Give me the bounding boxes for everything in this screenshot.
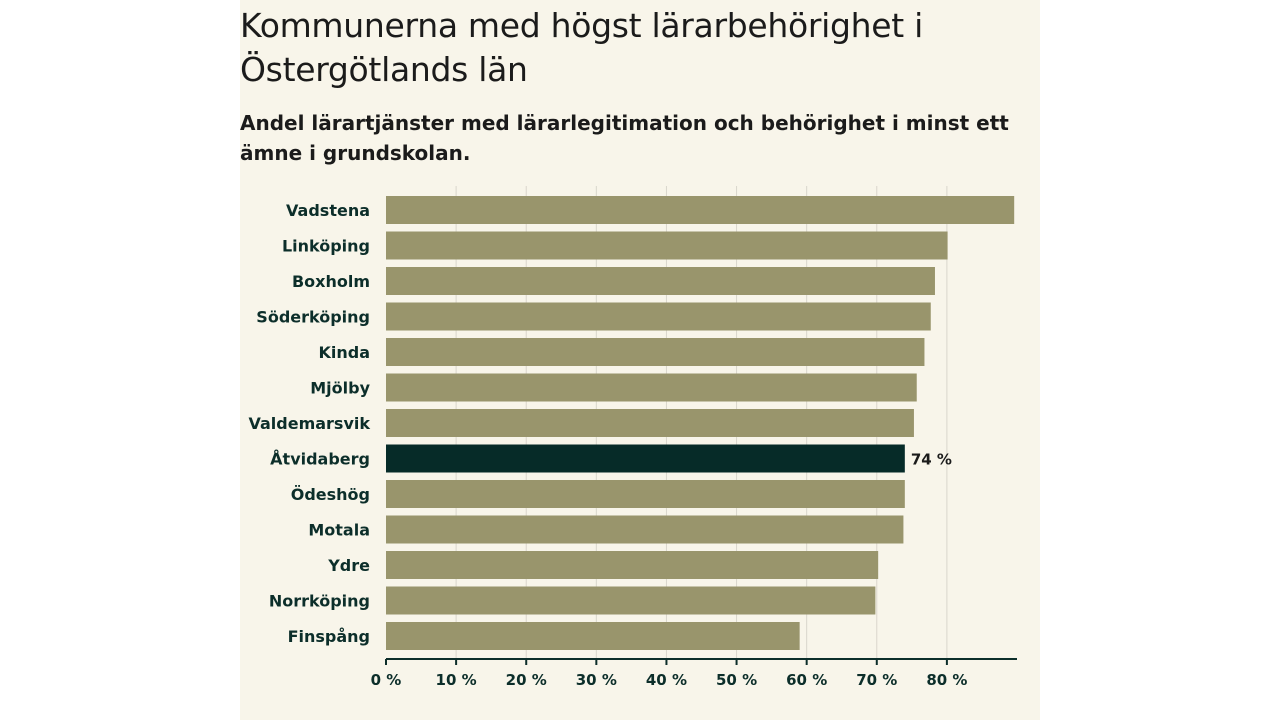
bar: [386, 302, 931, 331]
category-label: Valdemarsvik: [248, 414, 370, 433]
category-label: Norrköping: [269, 592, 370, 611]
bar: [386, 515, 904, 544]
category-label: Motala: [308, 521, 370, 540]
bar-chart: Vadstena Linköping Boxholm Söderköping Kinda…: [248, 186, 1017, 689]
category-label: Linköping: [282, 237, 370, 256]
bar: [386, 196, 1015, 224]
category-label: Åtvidaberg: [270, 450, 370, 469]
chart-subtitle: Andel lärartjänster med lärarlegitimatio…: [240, 111, 1009, 165]
x-tick-label: 0 %: [371, 671, 402, 689]
chart-title: Kommunerna med högst lärarbehörighet i Ö…: [240, 6, 923, 89]
category-label: Mjölby: [310, 379, 370, 398]
data-label: 74 %: [911, 451, 952, 469]
x-tick-label: 40 %: [646, 671, 687, 689]
x-tick-label: 70 %: [856, 671, 897, 689]
x-tick-label: 10 %: [436, 671, 477, 689]
bar: [386, 373, 917, 402]
x-tick-label: 60 %: [786, 671, 827, 689]
category-label: Ydre: [327, 556, 370, 575]
category-label: Söderköping: [256, 308, 370, 327]
bar: [386, 338, 925, 366]
bar: [386, 409, 914, 437]
x-tick-label: 50 %: [716, 671, 757, 689]
chart-card: Kommunerna med högst lärarbehörighet i Ö…: [240, 0, 1040, 720]
bar-highlighted: [386, 444, 905, 473]
category-label: Vadstena: [286, 201, 370, 220]
bar: [386, 622, 800, 650]
x-tick-label: 30 %: [576, 671, 617, 689]
bar: [386, 551, 879, 579]
x-tick-label: 20 %: [506, 671, 547, 689]
bar: [386, 480, 905, 508]
bar: [386, 586, 876, 615]
x-tick-label: 80 %: [926, 671, 967, 689]
category-label: Boxholm: [292, 272, 370, 291]
bar: [386, 231, 948, 260]
category-label: Finspång: [288, 627, 370, 646]
category-label: Ödeshög: [291, 485, 370, 504]
bar: [386, 267, 935, 295]
category-label: Kinda: [318, 343, 370, 362]
